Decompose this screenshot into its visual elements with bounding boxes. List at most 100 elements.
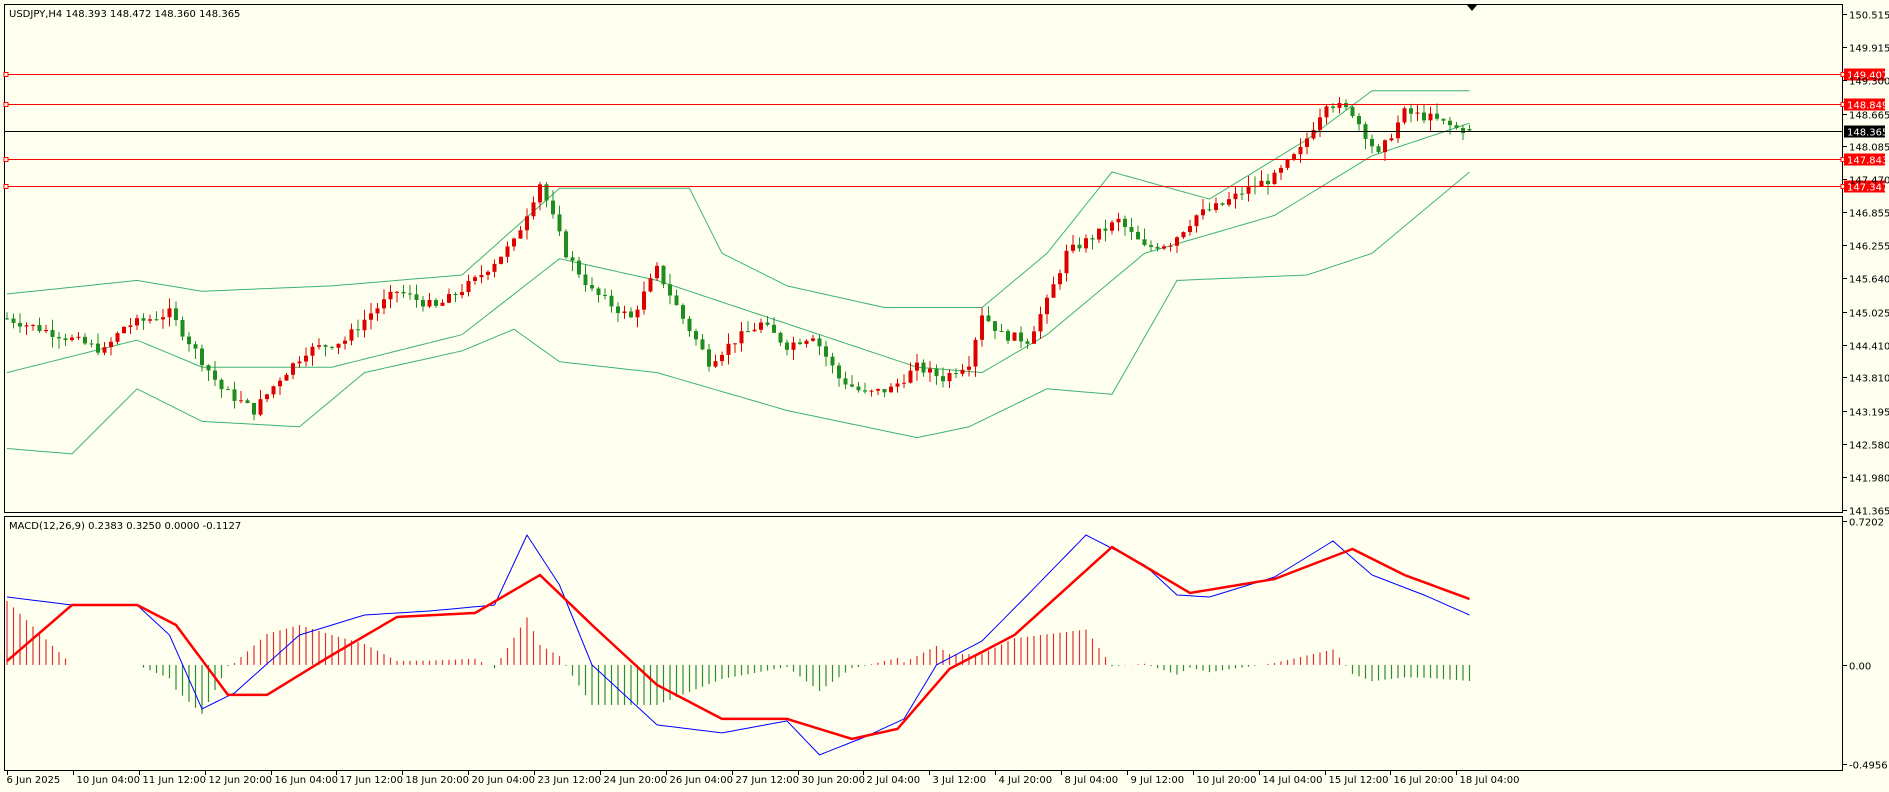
candle-body bbox=[1259, 180, 1264, 187]
level-anchor-left bbox=[3, 184, 9, 189]
candle-body bbox=[1227, 199, 1231, 205]
candle-body bbox=[889, 386, 893, 393]
candle-body bbox=[252, 402, 256, 415]
time-tick-label: 24 Jun 20:00 bbox=[604, 775, 668, 786]
candle-body bbox=[954, 373, 958, 375]
candle-body bbox=[258, 399, 263, 415]
candle-body bbox=[50, 329, 55, 337]
candle-body bbox=[798, 342, 802, 345]
candle-body bbox=[11, 318, 16, 323]
macd-tick-label: -0.4956 bbox=[1849, 761, 1888, 772]
macd-line bbox=[6, 533, 1470, 756]
candle-body bbox=[681, 305, 685, 319]
candle-body bbox=[837, 365, 841, 379]
candle-body bbox=[135, 318, 139, 326]
level-price-label: 149.407 bbox=[1847, 71, 1888, 82]
price-tick-label: 143.195 bbox=[1849, 408, 1889, 419]
candle-body bbox=[772, 324, 776, 333]
price-tick-label: 146.855 bbox=[1849, 209, 1889, 220]
candle-body bbox=[401, 291, 406, 294]
candle-body bbox=[1357, 116, 1361, 125]
candle-body bbox=[31, 324, 35, 326]
level-price-tag bbox=[1844, 68, 1885, 81]
candle-body bbox=[1318, 117, 1322, 130]
candle-body bbox=[1175, 237, 1179, 246]
candle-body bbox=[1155, 246, 1160, 249]
time-tick-label: 30 Jun 20:00 bbox=[802, 775, 866, 786]
time-tick-label: 9 Jul 12:00 bbox=[1131, 775, 1185, 786]
candle-body bbox=[557, 214, 562, 232]
candle-body bbox=[1162, 246, 1166, 249]
time-tick-label: 10 Jun 04:00 bbox=[77, 775, 141, 786]
candle-body bbox=[414, 294, 419, 300]
candle-body bbox=[921, 362, 926, 373]
candle-body bbox=[460, 292, 464, 296]
candle-body bbox=[187, 336, 191, 345]
time-tick-label: 18 Jul 04:00 bbox=[1460, 775, 1520, 786]
candle-body bbox=[453, 294, 458, 296]
candle-body bbox=[1032, 331, 1036, 344]
candle-body bbox=[336, 343, 341, 348]
candle-body bbox=[1344, 103, 1348, 108]
candle-body bbox=[180, 320, 185, 337]
candle-body bbox=[122, 326, 126, 334]
candle-body bbox=[830, 356, 835, 366]
candle-body bbox=[752, 329, 757, 332]
candle-body bbox=[1266, 180, 1270, 185]
candle-body bbox=[375, 308, 380, 314]
candle-body bbox=[856, 386, 861, 391]
candle-body bbox=[24, 325, 29, 327]
candle-body bbox=[1428, 113, 1433, 121]
candle-body bbox=[343, 340, 347, 344]
candle-body bbox=[1201, 209, 1205, 216]
candle-body bbox=[577, 260, 581, 275]
candle-body bbox=[583, 274, 588, 286]
candle-body bbox=[499, 256, 503, 264]
level-price-label: 147.843 bbox=[1847, 156, 1888, 167]
candle-body bbox=[687, 318, 692, 332]
candle-body bbox=[70, 337, 74, 340]
candle-body bbox=[18, 322, 22, 327]
candle-body bbox=[1324, 106, 1329, 118]
candle-body bbox=[629, 311, 633, 318]
candle-body bbox=[1409, 108, 1413, 114]
candle-body bbox=[596, 288, 601, 295]
price-tick-label: 147.470 bbox=[1849, 176, 1889, 187]
candle-body bbox=[1214, 203, 1218, 210]
candle-body bbox=[1019, 332, 1023, 342]
candle-body bbox=[96, 343, 100, 353]
bollinger-lower-line bbox=[6, 171, 1470, 455]
macd-pane-frame bbox=[4, 516, 1843, 771]
candle-body bbox=[1194, 215, 1199, 227]
candle-body bbox=[148, 319, 152, 321]
candle-body bbox=[63, 338, 68, 340]
candle-body bbox=[271, 386, 276, 395]
candle-body bbox=[44, 329, 48, 332]
candle-body bbox=[83, 336, 87, 344]
candle-body bbox=[739, 331, 744, 344]
candle-body bbox=[219, 379, 224, 390]
candle-body bbox=[395, 291, 399, 293]
candle-body bbox=[356, 329, 360, 331]
candle-body bbox=[1045, 297, 1049, 315]
candle-body bbox=[1337, 103, 1342, 108]
candle-body bbox=[661, 265, 666, 285]
candle-body bbox=[804, 340, 809, 345]
candle-body bbox=[1181, 232, 1186, 238]
price-tick-label: 146.255 bbox=[1849, 242, 1889, 253]
candle-body bbox=[297, 361, 302, 364]
candle-body bbox=[1292, 154, 1296, 160]
macd-header: MACD(12,26,9) 0.2383 0.3250 0.0000 -0.11… bbox=[9, 521, 241, 532]
time-tick-label: 4 Jul 20:00 bbox=[999, 775, 1053, 786]
candle-body bbox=[1207, 209, 1212, 211]
time-tick-label: 23 Jun 12:00 bbox=[538, 775, 602, 786]
candle-body bbox=[206, 365, 211, 371]
candle-body bbox=[317, 345, 321, 347]
candle-body bbox=[427, 300, 432, 307]
candle-body bbox=[473, 277, 477, 281]
candle-body bbox=[908, 370, 913, 383]
candle-body bbox=[349, 329, 354, 341]
candles bbox=[5, 97, 1472, 421]
candle-body bbox=[213, 370, 217, 380]
